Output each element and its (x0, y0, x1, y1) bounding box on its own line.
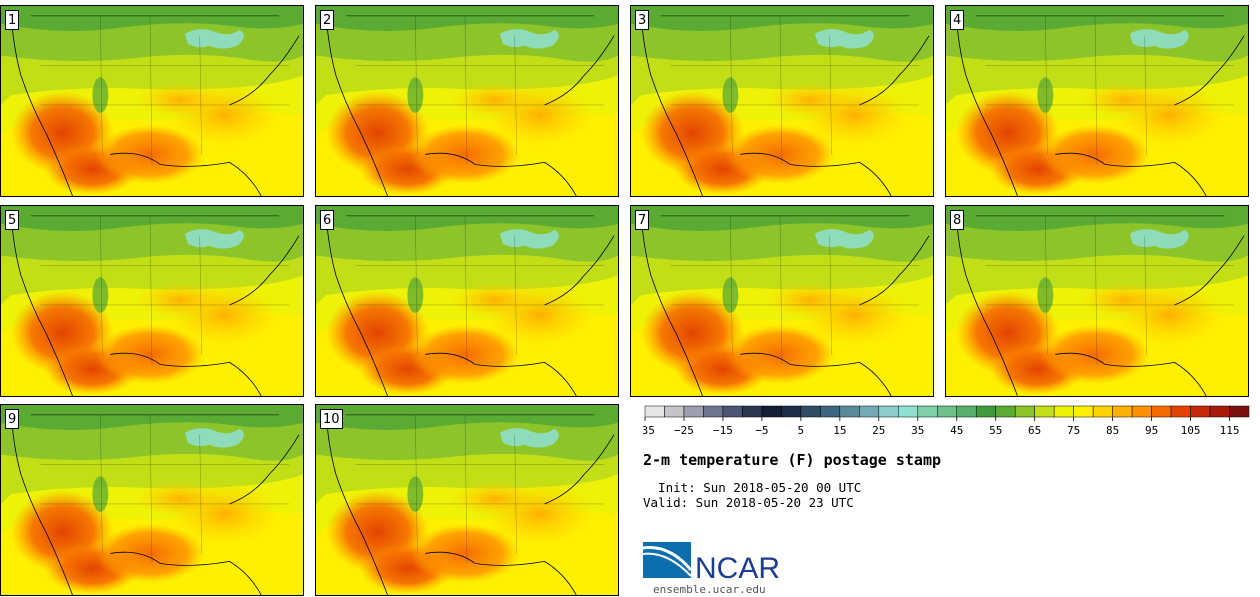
colorbar-tick-label: 85 (1106, 424, 1119, 437)
colorbar-swatch (703, 405, 724, 418)
colorbar-swatch (1112, 405, 1133, 418)
website-url: ensemble.ucar.edu (653, 583, 766, 596)
colorbar-swatch (683, 405, 704, 418)
colorbar-tick-label: 25 (872, 424, 885, 437)
ensemble-member-map-5: 5 (0, 205, 304, 397)
colorbar-tick-label: −35 (643, 424, 655, 437)
ensemble-member-map-10: 10 (315, 404, 619, 596)
colorbar-swatch (878, 405, 899, 418)
member-number-label: 3 (635, 10, 650, 30)
colorbar-swatch (995, 405, 1016, 418)
init-time: Init: Sun 2018-05-20 00 UTC (643, 480, 862, 495)
valid-time: Valid: Sun 2018-05-20 23 UTC (643, 495, 854, 510)
ensemble-member-map-1: 1 (0, 5, 304, 197)
colorbar-tick-label: −15 (713, 424, 733, 437)
member-number-label: 10 (320, 409, 343, 429)
chart-title: 2-m temperature (F) postage stamp (643, 451, 942, 469)
colorbar-swatch (956, 405, 977, 418)
ncar-wordmark: NCAR (695, 552, 780, 582)
ensemble-member-map-2: 2 (315, 5, 619, 197)
member-number-label: 6 (320, 210, 335, 230)
colorbar-tick-label: 75 (1067, 424, 1080, 437)
ensemble-member-map-8: 8 (945, 205, 1249, 397)
colorbar-tick-label: 95 (1145, 424, 1158, 437)
colorbar-swatch (898, 405, 919, 418)
member-number-label: 1 (5, 10, 20, 30)
colorbar-swatch (761, 405, 782, 418)
member-number-label: 4 (950, 10, 965, 30)
colorbar-tick-label: 65 (1028, 424, 1041, 437)
colorbar-swatch (742, 405, 763, 418)
colorbar-tick-label: 35 (911, 424, 924, 437)
colorbar-tick-label: −5 (755, 424, 768, 437)
colorbar-tick-label: 55 (989, 424, 1002, 437)
colorbar-swatch (781, 405, 802, 418)
member-number-label: 2 (320, 10, 335, 30)
colorbar-tick-label: 15 (833, 424, 846, 437)
colorbar-swatch (1131, 405, 1152, 418)
member-number-label: 7 (635, 210, 650, 230)
colorbar-swatch (975, 405, 996, 418)
ensemble-member-map-4: 4 (945, 5, 1249, 197)
colorbar-swatch (644, 405, 665, 418)
colorbar-swatch (1073, 405, 1094, 418)
member-number-label: 9 (5, 409, 20, 429)
colorbar-swatch (1229, 405, 1250, 418)
colorbar-tick-label: 115 (1220, 424, 1240, 437)
colorbar-swatch (839, 405, 860, 418)
colorbar-swatch (1170, 405, 1191, 418)
colorbar-swatch (1014, 405, 1035, 418)
member-number-label: 8 (950, 210, 965, 230)
colorbar-swatch (664, 405, 685, 418)
colorbar-swatch (1209, 405, 1230, 418)
ensemble-member-map-3: 3 (630, 5, 934, 197)
colorbar-tick-label: 45 (950, 424, 963, 437)
colorbar-swatch (1190, 405, 1211, 418)
colorbar-swatch (800, 405, 821, 418)
colorbar-swatch (820, 405, 841, 418)
colorbar-tick-label: −25 (674, 424, 694, 437)
colorbar-tick-label: 5 (798, 424, 805, 437)
member-number-label: 5 (5, 210, 20, 230)
colorbar-swatch (722, 405, 743, 418)
colorbar-swatch (859, 405, 880, 418)
colorbar-swatch (1034, 405, 1055, 418)
colorbar-swatch (1151, 405, 1172, 418)
ncar-logo: NCAR (643, 542, 780, 582)
colorbar-swatch (937, 405, 957, 418)
colorbar-swatch (917, 405, 938, 418)
ensemble-member-map-6: 6 (315, 205, 619, 397)
temperature-colorbar: −35 −25 −15 −5 5 15 25 35 45 55 65 75 85 95 105 115 (643, 405, 1250, 437)
colorbar-tick-label: 105 (1181, 424, 1201, 437)
ensemble-member-map-9: 9 (0, 404, 304, 596)
colorbar-swatch (1092, 405, 1113, 418)
colorbar-swatch (1053, 405, 1074, 418)
ensemble-member-map-7: 7 (630, 205, 934, 397)
